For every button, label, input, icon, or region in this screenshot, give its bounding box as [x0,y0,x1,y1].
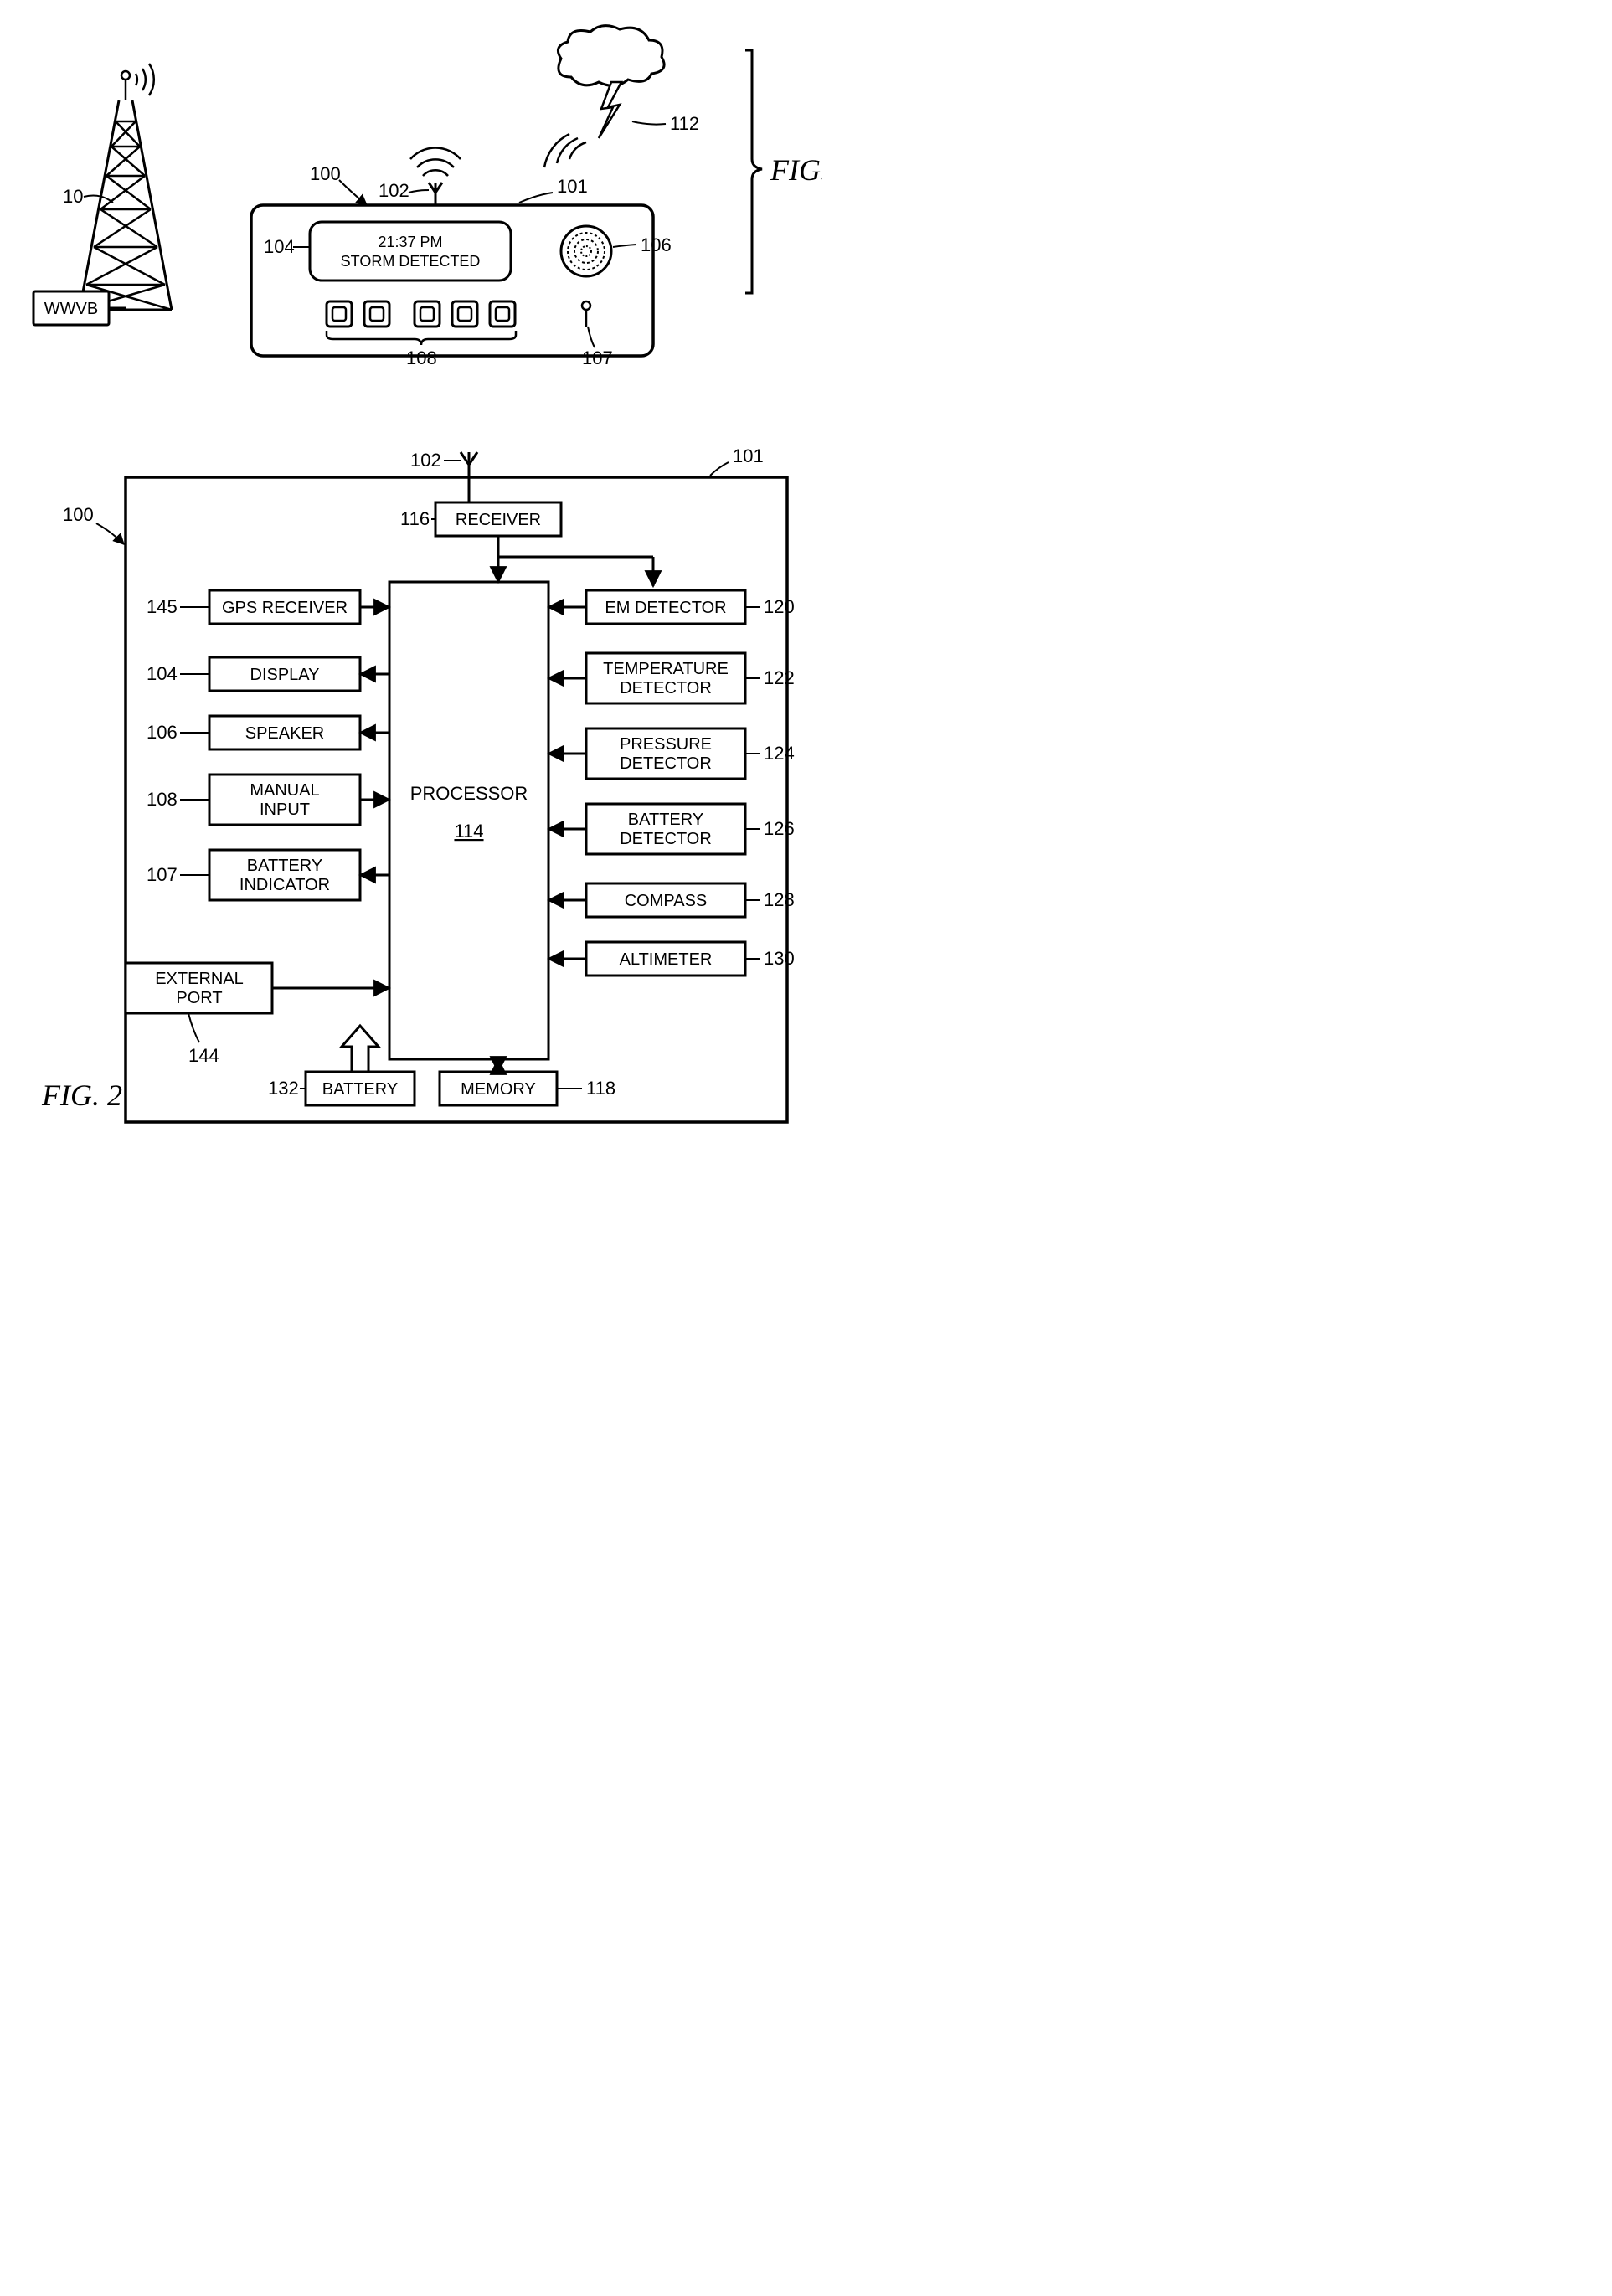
svg-text:ALTIMETER: ALTIMETER [620,950,713,969]
ref-100-f2: 100 [63,504,94,525]
ref-132: 132 [268,1078,299,1099]
ref-10: 10 [63,186,83,207]
svg-text:MANUAL: MANUAL [250,781,319,800]
processor-label: PROCESSOR [410,783,528,804]
memory-label: MEMORY [461,1080,536,1099]
ref-num: 104 [147,663,178,684]
antenna-icon-f2 [461,452,477,477]
display-screen [310,222,511,281]
svg-text:SPEAKER: SPEAKER [245,724,324,743]
fig1-title: FIG. 1 [770,153,822,187]
figure-2: 101 100 102 RECEIVER 116 PROCESSOR 114 G… [41,445,795,1122]
ref-num: 145 [147,596,178,617]
ref-num: 106 [147,722,178,743]
ref-102: 102 [379,180,409,201]
ref-num: 128 [764,889,795,910]
figure-1: FIG. 1 112 [33,26,822,368]
ref-num: 107 [147,864,178,885]
radio-tower-icon [80,64,172,310]
svg-text:GPS RECEIVER: GPS RECEIVER [222,599,348,617]
svg-text:DISPLAY: DISPLAY [250,666,320,684]
display-line2: STORM DETECTED [341,253,481,270]
ref-100: 100 [310,163,341,184]
external-port-l1: EXTERNAL [155,970,244,988]
ref-101: 101 [557,176,588,197]
fig1-bracket [745,50,762,293]
svg-text:DETECTOR: DETECTOR [620,754,712,773]
svg-text:DETECTOR: DETECTOR [620,830,712,848]
receiver-label: RECEIVER [456,511,541,529]
speaker-icon [561,226,611,276]
display-line1: 21:37 PM [378,234,442,250]
svg-text:BATTERY: BATTERY [628,811,703,829]
external-port-l2: PORT [176,989,222,1007]
ref-num: 124 [764,743,795,764]
svg-text:INDICATOR: INDICATOR [239,876,330,894]
svg-text:BATTERY: BATTERY [247,857,322,875]
svg-text:EM DETECTOR: EM DETECTOR [605,599,726,617]
ref-num: 130 [764,948,795,969]
svg-text:COMPASS: COMPASS [625,892,708,910]
ref-108: 108 [406,347,437,368]
ref-102-f2: 102 [410,450,441,471]
ref-num: 108 [147,789,178,810]
svg-text:INPUT: INPUT [260,801,310,819]
ref-112: 112 [670,113,699,134]
ref-116: 116 [400,508,430,529]
processor-ref: 114 [454,821,483,842]
svg-text:PRESSURE: PRESSURE [620,735,712,754]
ref-num: 126 [764,818,795,839]
svg-text:DETECTOR: DETECTOR [620,679,712,698]
fig2-title: FIG. 2 [41,1079,122,1112]
ref-104: 104 [264,236,295,257]
ref-106: 106 [641,234,672,255]
ref-107: 107 [582,347,613,368]
ref-144: 144 [188,1045,219,1066]
antenna-icon [410,147,461,205]
ref-101-f2: 101 [733,445,764,466]
storm-cloud-icon [544,26,664,167]
battery-label: BATTERY [322,1080,398,1099]
ref-num: 122 [764,667,795,688]
wwvb-label: WWVB [44,300,98,318]
svg-text:TEMPERATURE: TEMPERATURE [603,660,729,678]
ref-118: 118 [586,1078,615,1099]
ref-num: 120 [764,596,795,617]
